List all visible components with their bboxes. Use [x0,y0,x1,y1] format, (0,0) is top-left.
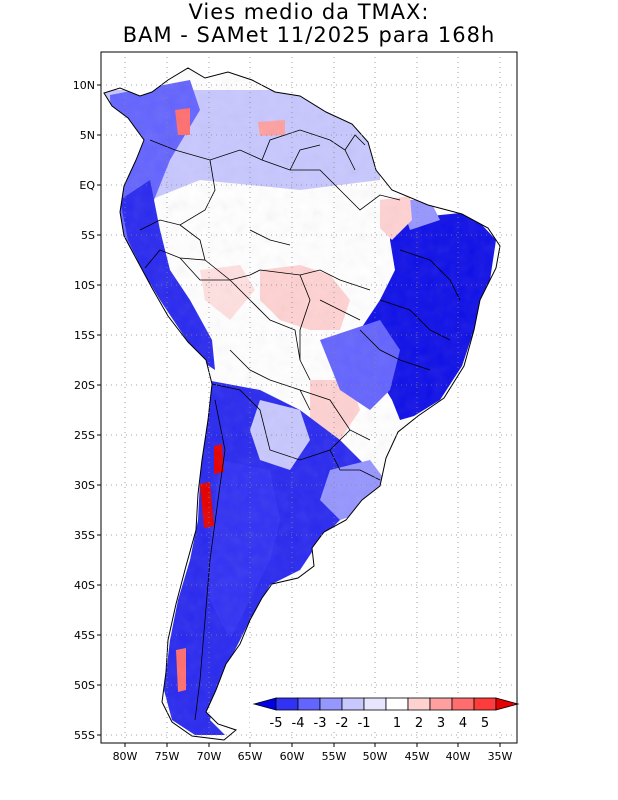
map-title-line1: Vies medio da TMAX: [188,0,430,24]
lon-label: 35W [488,750,513,763]
lat-label: 20S [74,379,95,392]
lat-label: EQ [79,179,95,192]
colorbar-swatch [473,697,497,711]
lat-label: 55S [74,729,95,742]
lon-label: 80W [113,750,138,763]
colorbar-swatch [451,697,475,711]
colorbar-swatch [429,697,453,711]
lon-label: 45W [405,750,430,763]
lon-label: 75W [155,750,180,763]
lat-label: 5S [81,229,95,242]
lat-label: 35S [74,529,95,542]
colorbar-label: -2 [336,716,349,731]
colorbar-swatch [297,697,321,711]
colorbar-swatch [363,697,387,711]
colorbar-label: -4 [292,716,305,731]
colorbar-label: 4 [459,716,467,731]
lon-label: 55W [322,750,347,763]
lon-label: 60W [280,750,305,763]
lat-label: 30S [74,479,95,492]
colorbar-swatch [385,697,409,711]
lat-label: 45S [74,629,95,642]
colorbar-label: 2 [415,716,423,731]
colorbar-legend: -5 -4 -3 -2 -1 1 2 3 4 5 [250,696,520,732]
tick-marks [97,84,501,747]
colorbar-arrow-right [495,697,520,711]
colorbar-label: -1 [358,716,371,731]
lon-gridlines [124,52,501,743]
colorbar-swatch [319,697,343,711]
lon-label: 50W [363,750,388,763]
lat-label: 15S [74,329,95,342]
lat-labels: 10N 5N EQ 5S 10S 15S 20S 25S 30S 35S 40S… [73,79,96,742]
lon-label: 65W [238,750,263,763]
lon-label: 40W [446,750,471,763]
lon-labels: 80W 75W 70W 65W 60W 55W 50W 45W 40W 35W [113,750,513,763]
colorbar-label: -5 [270,716,283,731]
lat-label: 10N [73,79,95,92]
colorbar-swatch [275,697,299,711]
colorbar-swatch [407,697,431,711]
map-title-line2: BAM - SAMet 11/2025 para 168h [122,23,496,47]
colorbar-label: 5 [481,716,489,731]
lat-label: 10S [74,279,95,292]
lat-label: 5N [80,129,95,142]
coastline [103,67,501,741]
lat-label: 25S [74,429,95,442]
lon-label: 70W [197,750,222,763]
colorbar-label: 3 [437,716,445,731]
lat-label: 40S [74,579,95,592]
colorbar-label: -3 [314,716,327,731]
colorbar-label: 1 [393,716,401,731]
colorbar-swatch [341,697,365,711]
country-borders [139,129,461,721]
lat-label: 50S [74,679,95,692]
